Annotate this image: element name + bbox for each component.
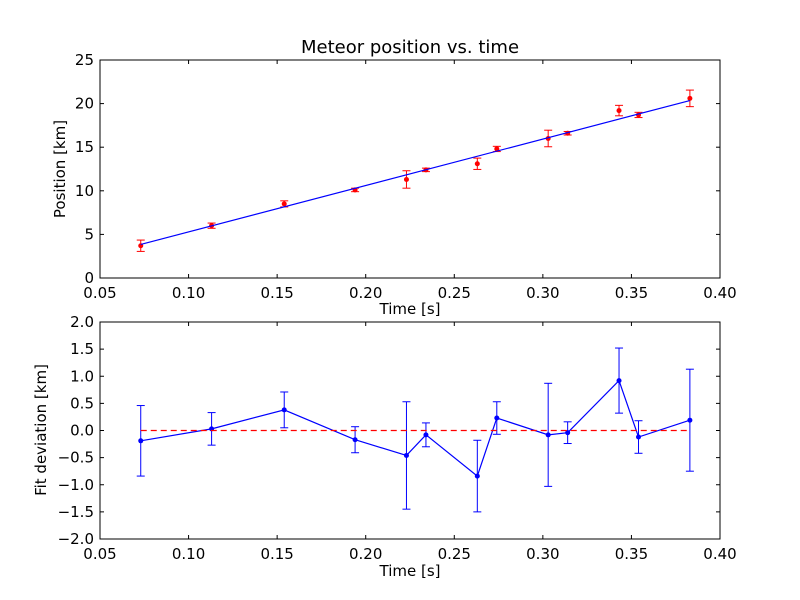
x-tick-label: 0.25 (438, 545, 471, 563)
data-point (403, 176, 409, 182)
y-axis-label: Fit deviation [km] (32, 364, 50, 496)
data-point (687, 417, 693, 423)
x-tick-label: 0.30 (526, 545, 559, 563)
y-tick-label: 0 (84, 269, 94, 287)
data-point (636, 434, 642, 440)
y-axis-label: Position [km] (51, 120, 69, 218)
x-tick-label: 0.15 (260, 284, 293, 302)
chart-title: Meteor position vs. time (301, 37, 519, 58)
data-point (423, 432, 429, 438)
data-point (565, 430, 571, 436)
y-tick-label: 10 (75, 182, 94, 200)
plot-frame (99, 321, 721, 540)
x-tick-label: 0.05 (83, 284, 116, 302)
data-point (687, 95, 693, 101)
y-tick-label: 25 (75, 51, 94, 69)
deviation-chart: 0.05 0.10 0.15 0.20 0.25 0.30 0.35 0.40 −2.0 −1.5… (32, 313, 737, 580)
data-point (474, 161, 480, 167)
data-point (138, 438, 144, 444)
y-tick-label: 1.0 (70, 367, 94, 385)
plot-marks (136, 347, 694, 513)
y-tick-label: −2.0 (58, 530, 94, 548)
y-tick-label: −0.5 (58, 449, 94, 467)
x-tick-label: 0.30 (526, 284, 559, 302)
x-tick-label: 0.05 (83, 545, 116, 563)
y-tick-label: −1.5 (58, 503, 94, 521)
y-tick-label: 0.5 (70, 394, 94, 412)
x-tick-label: 0.20 (349, 545, 382, 563)
y-tick-label: 1.5 (70, 340, 94, 358)
y-tick-label: 0.0 (70, 422, 94, 440)
axis-ticks: 0.05 0.10 0.15 0.20 0.25 0.30 0.35 0.40 0 5 10 15 20… (75, 51, 737, 302)
x-tick-label: 0.20 (349, 284, 382, 302)
y-tick-label: 5 (84, 225, 94, 243)
x-tick-label: 0.40 (703, 284, 736, 302)
data-point (403, 452, 409, 458)
data-point (545, 432, 551, 438)
data-point (494, 415, 500, 421)
x-tick-label: 0.35 (615, 545, 648, 563)
y-tick-label: 2.0 (70, 313, 94, 331)
plot-marks (136, 89, 694, 252)
position-chart: Meteor position vs. time 0.05 0.10 0.15 0.2… (51, 37, 737, 318)
y-tick-label: 20 (75, 95, 94, 113)
x-tick-label: 0.25 (438, 284, 471, 302)
axis-ticks: 0.05 0.10 0.15 0.20 0.25 0.30 0.35 0.40 −2.0 −1.5… (58, 313, 737, 563)
plot-area (100, 60, 720, 278)
x-axis-label: Time [s] (379, 562, 441, 580)
x-tick-label: 0.10 (172, 545, 205, 563)
x-axis-label: Time [s] (379, 300, 441, 318)
fit-line (140, 99, 691, 246)
x-tick-label: 0.10 (172, 284, 205, 302)
x-tick-label: 0.35 (615, 284, 648, 302)
x-tick-label: 0.40 (703, 545, 736, 563)
data-point (352, 437, 358, 443)
data-point (281, 407, 287, 413)
plot-frame (99, 59, 721, 279)
data-point (616, 378, 622, 384)
y-tick-label: −1.0 (58, 476, 94, 494)
data-point (616, 108, 622, 114)
y-tick-label: 15 (75, 138, 94, 156)
x-tick-label: 0.15 (260, 545, 293, 563)
data-point (474, 473, 480, 479)
data-point (281, 201, 287, 207)
